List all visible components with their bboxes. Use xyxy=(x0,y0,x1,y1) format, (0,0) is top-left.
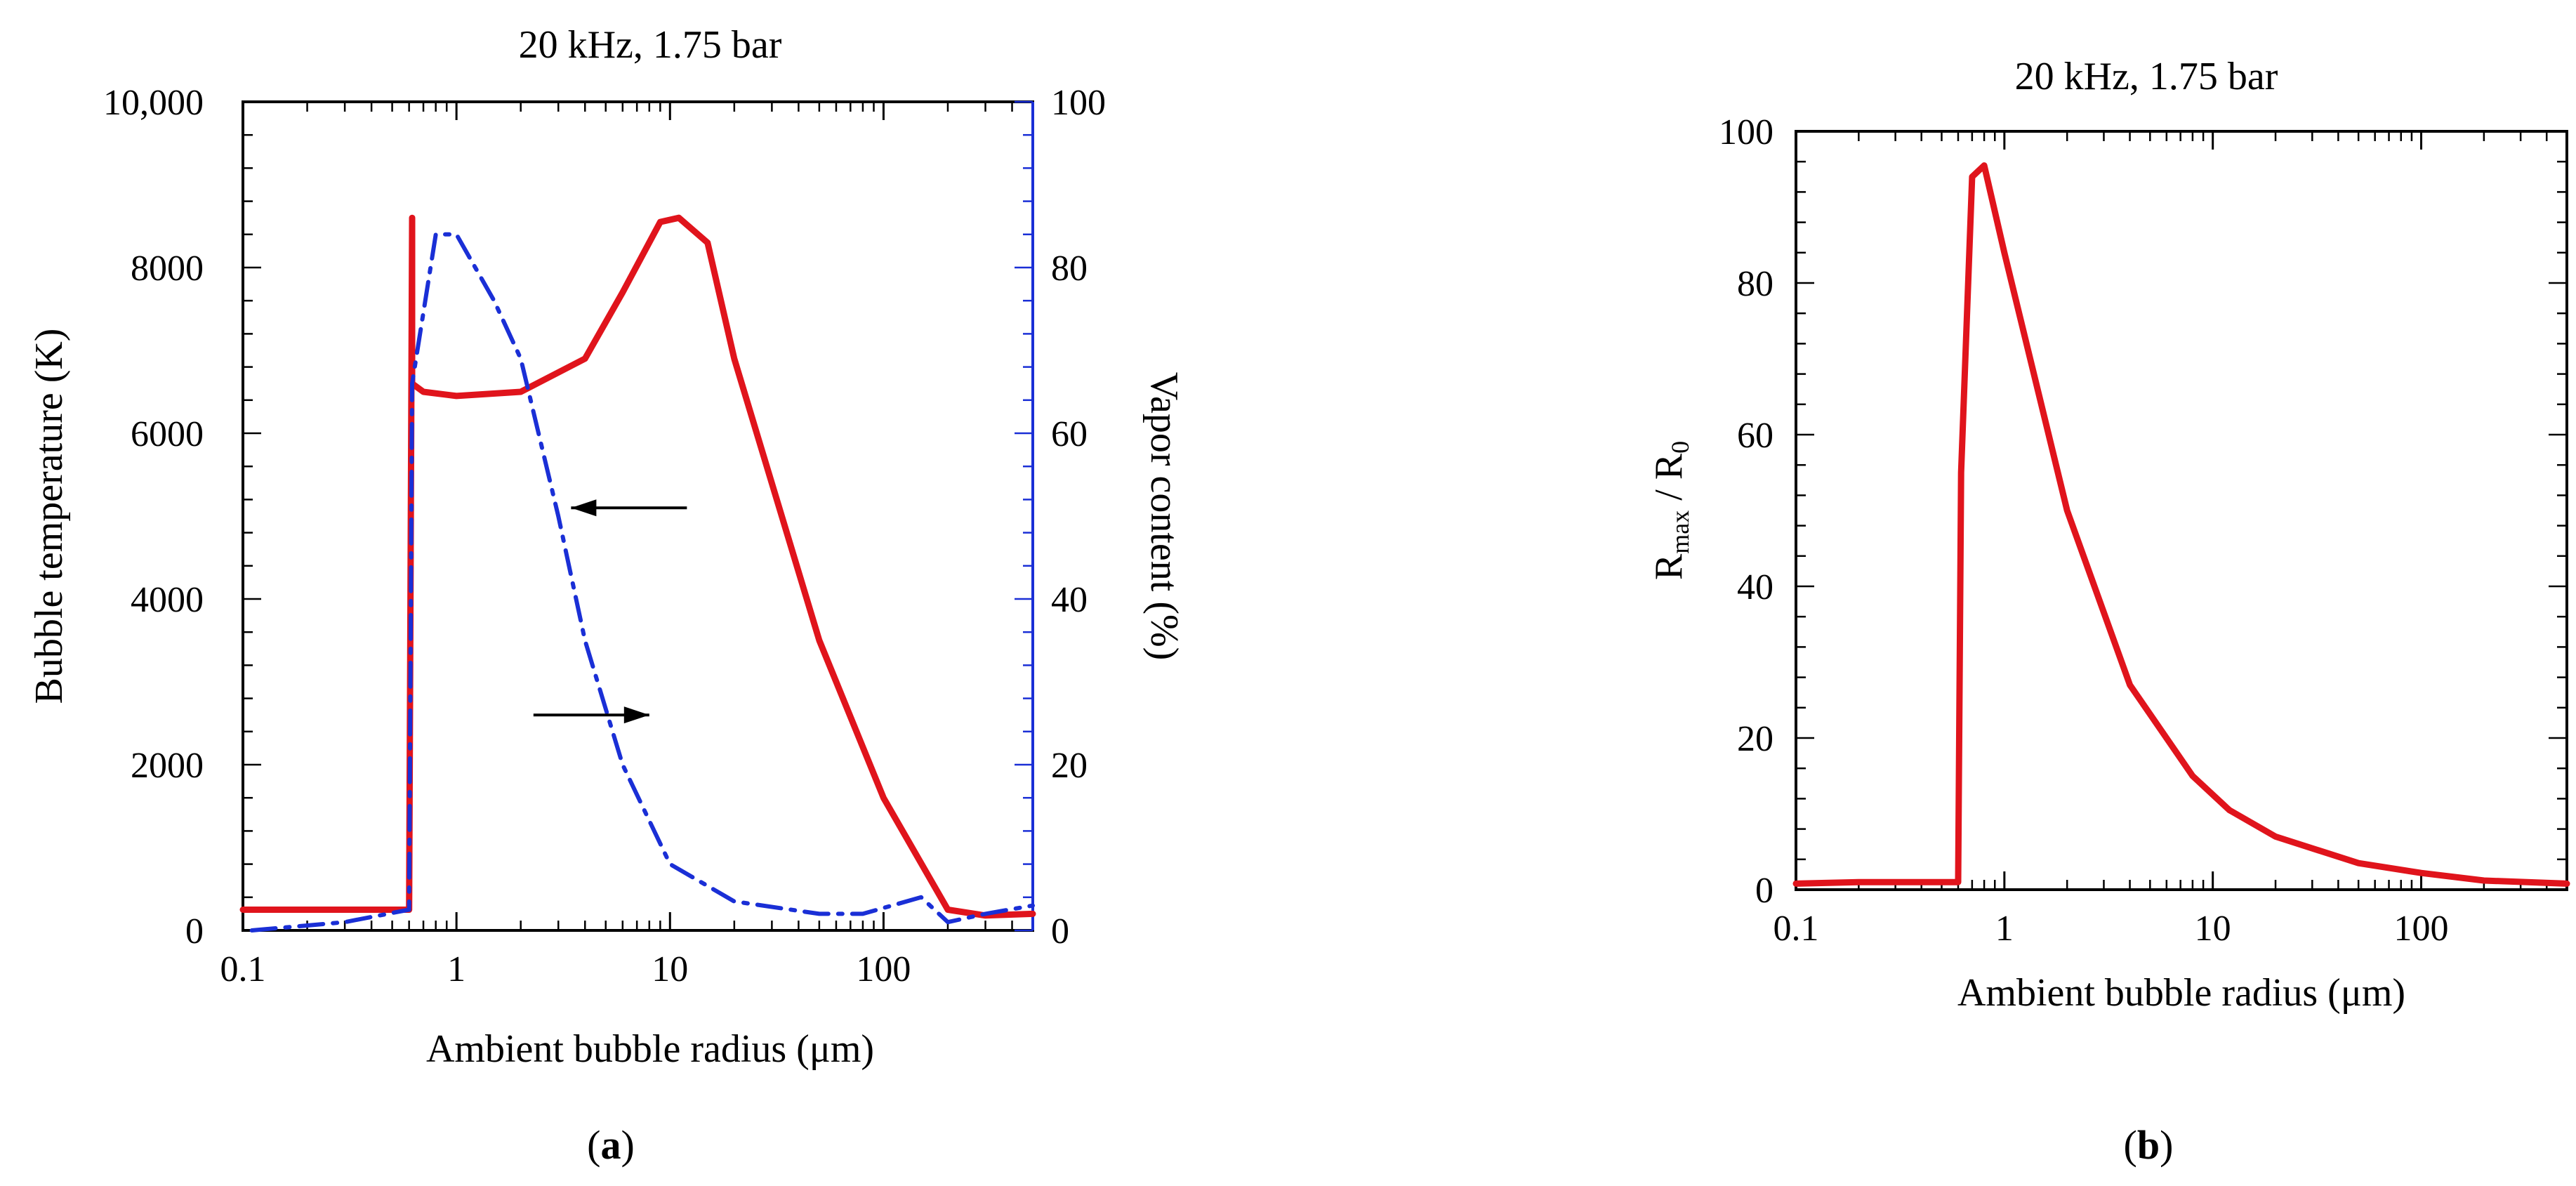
panel-a-caption-letter: a xyxy=(601,1122,621,1168)
y-tick-label: 0 xyxy=(185,911,204,951)
y-tick-label: 2000 xyxy=(131,746,204,786)
panel-b-y-label-max: max xyxy=(1666,510,1694,554)
panel-a-annotations xyxy=(533,499,687,724)
y-tick-label: 4000 xyxy=(131,580,204,620)
x-tick-label: 100 xyxy=(856,949,911,989)
y-tick-label: 60 xyxy=(1737,416,1774,456)
y-tick-label: 0 xyxy=(1755,871,1774,911)
panel-a-y-ticks: 0 2000 4000 6000 8000 10,000 xyxy=(103,83,261,951)
y2-tick-label: 20 xyxy=(1051,746,1088,786)
x-tick-label: 1 xyxy=(447,949,465,989)
y-tick-label: 10,000 xyxy=(103,83,204,123)
panel-a-title: 20 kHz, 1.75 bar xyxy=(519,23,782,67)
panel-a-plot-frame xyxy=(242,100,1034,932)
panel-a-y2-label: Vapor content (%) xyxy=(1142,372,1186,661)
panel-a-y-label: Bubble temperature (K) xyxy=(27,329,71,704)
series-line-bubble-temperature xyxy=(239,214,1036,919)
panel-a: 20 kHz, 1.75 bar 0.1 1 10 100 0200040006000… xyxy=(27,23,1186,1168)
panel-b-series xyxy=(1792,162,2570,887)
y-tick-label: 40 xyxy=(1737,567,1774,607)
x-tick-label: 0.1 xyxy=(220,949,266,989)
panel-b-y-label: Rmax / R0 xyxy=(1647,441,1694,580)
y-tick-label: 80 xyxy=(1737,264,1774,304)
y-tick-label: 6000 xyxy=(131,414,204,454)
x-tick-label: 0.1 xyxy=(1774,909,1819,949)
panel-b-caption: (b) xyxy=(2124,1122,2174,1168)
series-line-rmax-r0 xyxy=(1792,162,2570,887)
series-line-vapor-content xyxy=(249,232,1035,933)
y2-tick-label: 60 xyxy=(1051,414,1088,454)
y2-tick-label: 80 xyxy=(1051,249,1088,289)
panel-a-y2-ticks: 0 20 40 60 80 100 xyxy=(1015,83,1106,951)
y-tick-label: 100 xyxy=(1719,112,1774,152)
panel-b-y-label-zero: 0 xyxy=(1666,441,1694,454)
x-tick-label: 1 xyxy=(1995,909,2014,949)
arrow-left-icon xyxy=(571,499,597,517)
y-tick-label: 8000 xyxy=(131,249,204,289)
x-tick-label: 10 xyxy=(652,949,688,989)
x-tick-label: 10 xyxy=(2195,909,2231,949)
panel-b: 20 kHz, 1.75 bar 0.1 1 10 100 020406080100 … xyxy=(1647,55,2570,1168)
x-tick-label: 100 xyxy=(2394,909,2449,949)
y2-tick-label: 100 xyxy=(1051,83,1106,123)
panel-b-y-label-r: R xyxy=(1647,553,1691,580)
y-tick-label: 20 xyxy=(1737,719,1774,759)
panel-b-caption-letter: b xyxy=(2137,1122,2160,1168)
panel-a-x-ticks: 0.1 1 10 100 xyxy=(220,102,1013,989)
arrow-right-icon xyxy=(623,706,649,724)
panel-b-x-ticks: 0.1 1 10 100 xyxy=(1774,131,2548,949)
panel-b-y-ticks: 0 20 40 60 80 100 xyxy=(1719,112,2567,911)
y2-tick-label: 0 xyxy=(1051,911,1069,951)
y2-tick-label: 40 xyxy=(1051,580,1088,620)
panel-a-series xyxy=(239,214,1036,933)
panel-b-y-label-mid: / R xyxy=(1647,453,1691,510)
panel-b-x-label: Ambient bubble radius (μm) xyxy=(1957,971,2405,1015)
panel-b-plot-frame xyxy=(1795,130,2568,891)
panel-b-title: 20 kHz, 1.75 bar xyxy=(2015,55,2278,98)
panel-a-caption: (a) xyxy=(587,1122,635,1168)
panel-a-x-label: Ambient bubble radius (μm) xyxy=(426,1027,874,1071)
